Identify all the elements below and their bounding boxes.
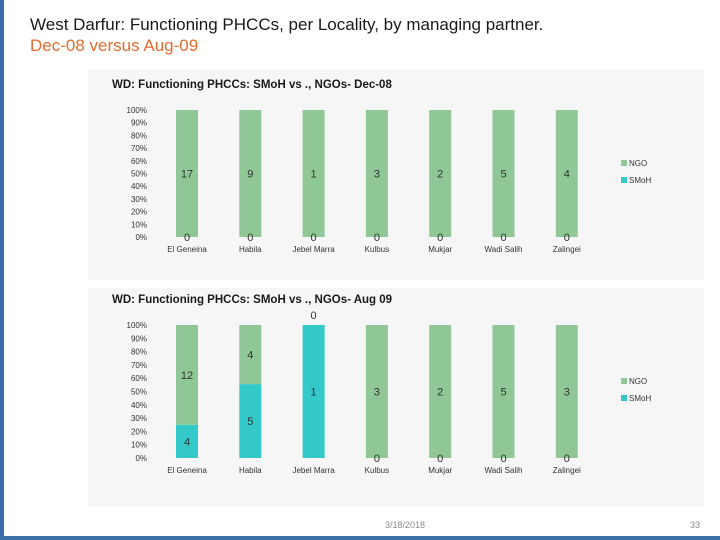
y-tick-label: 70% <box>131 144 147 153</box>
data-label-ngo: 3 <box>374 387 380 399</box>
bar-segment-smoh <box>302 325 325 458</box>
legend-swatch-smoh <box>621 395 627 401</box>
data-label-ngo: 4 <box>564 169 570 181</box>
category-label: El Geneina <box>167 245 207 254</box>
footer-date: 3/18/2018 <box>385 520 426 530</box>
y-tick-label: 0% <box>135 454 147 463</box>
y-tick-label: 90% <box>131 334 147 343</box>
y-tick-label: 40% <box>131 182 147 191</box>
data-label-ngo: 5 <box>500 169 506 181</box>
bar-segment-ngo <box>239 110 262 237</box>
y-tick-label: 100% <box>127 106 147 115</box>
data-label-smoh: 0 <box>564 453 570 465</box>
data-label-ngo: 12 <box>181 370 193 382</box>
bar-segment-ngo <box>176 325 198 425</box>
legend-label-ngo: NGO <box>629 159 647 168</box>
bar-segment-ngo <box>429 110 452 237</box>
y-tick-label: 80% <box>131 348 147 357</box>
category-label: Wadi Salih <box>485 466 523 475</box>
legend-label-smoh: SMoH <box>629 394 651 403</box>
data-label-ngo: 2 <box>437 387 443 399</box>
y-tick-label: 90% <box>131 119 147 128</box>
y-tick-label: 20% <box>131 427 147 436</box>
category-label: Jebel Marra <box>292 245 335 254</box>
category-label: Kulbus <box>365 466 389 475</box>
bar-segment-smoh <box>239 384 262 458</box>
data-label-ngo: 4 <box>247 350 253 362</box>
y-tick-label: 20% <box>131 208 147 217</box>
y-tick-label: 10% <box>131 441 147 450</box>
y-tick-label: 60% <box>131 374 147 383</box>
bar-segment-ngo <box>302 110 325 237</box>
data-label-ngo: 0 <box>311 310 317 322</box>
bar-segment-ngo <box>365 110 388 237</box>
y-tick-label: 10% <box>131 220 147 229</box>
data-label-ngo: 2 <box>437 169 443 181</box>
page-number: 33 <box>690 520 701 530</box>
bar-segment-ngo <box>492 325 515 458</box>
legend-swatch-ngo <box>621 160 627 166</box>
y-tick-label: 60% <box>131 157 147 166</box>
category-label: Habila <box>239 466 262 475</box>
y-tick-label: 40% <box>131 401 147 410</box>
bar-segment-ngo <box>239 325 262 385</box>
slide-title: West Darfur: Functioning PHCCs, per Loca… <box>30 15 544 34</box>
chart-title-aug09: WD: Functioning PHCCs: SMoH vs ., NGOs- … <box>112 294 393 306</box>
data-label-smoh: 5 <box>247 416 253 428</box>
category-label: Mukjar <box>428 245 452 254</box>
data-label-smoh: 0 <box>437 232 443 244</box>
bar-segment-ngo <box>555 110 578 237</box>
slide-border-left <box>0 0 4 540</box>
data-label-smoh: 0 <box>374 453 380 465</box>
data-label-smoh: 1 <box>311 387 317 399</box>
y-tick-label: 50% <box>131 388 147 397</box>
data-label-smoh: 0 <box>311 232 317 244</box>
data-label-smoh: 0 <box>564 232 570 244</box>
data-label-smoh: 0 <box>500 232 506 244</box>
category-label: Habila <box>239 245 262 254</box>
y-tick-label: 50% <box>131 170 147 179</box>
bar-segment-ngo <box>176 110 198 237</box>
legend-label-smoh: SMoH <box>629 176 651 185</box>
bar-segment-ngo <box>555 325 578 458</box>
data-label-ngo: 3 <box>374 169 380 181</box>
y-tick-label: 30% <box>131 195 147 204</box>
data-label-ngo: 3 <box>564 387 570 399</box>
y-tick-label: 70% <box>131 361 147 370</box>
data-label-ngo: 5 <box>500 387 506 399</box>
data-label-smoh: 0 <box>247 232 253 244</box>
category-label: El Geneina <box>167 466 207 475</box>
bar-segment-ngo <box>365 325 388 458</box>
data-label-ngo: 9 <box>247 169 253 181</box>
y-tick-label: 80% <box>131 131 147 140</box>
slide-border-bottom <box>0 536 720 540</box>
y-tick-label: 30% <box>131 414 147 423</box>
data-label-smoh: 0 <box>437 453 443 465</box>
category-label: Wadi Salih <box>485 245 523 254</box>
y-tick-label: 100% <box>127 321 147 330</box>
category-label: Zalingei <box>553 245 581 254</box>
bar-segment-smoh <box>176 424 198 458</box>
data-label-smoh: 0 <box>184 232 190 244</box>
legend-label-ngo: NGO <box>629 377 647 386</box>
bar-segment-ngo <box>492 110 515 237</box>
data-label-smoh: 0 <box>374 232 380 244</box>
category-label: Kulbus <box>365 245 389 254</box>
chart-title-dec08: WD: Functioning PHCCs: SMoH vs ., NGOs- … <box>112 79 392 91</box>
data-label-ngo: 17 <box>181 169 193 181</box>
legend-swatch-ngo <box>621 378 627 384</box>
y-tick-label: 0% <box>135 233 147 242</box>
data-label-smoh: 0 <box>500 453 506 465</box>
legend-swatch-smoh <box>621 177 627 183</box>
category-label: Jebel Marra <box>292 466 335 475</box>
category-label: Mukjar <box>428 466 452 475</box>
data-label-smoh: 4 <box>184 436 190 448</box>
bar-segment-ngo <box>429 325 452 458</box>
category-label: Zalingei <box>553 466 581 475</box>
slide-subtitle: Dec-08 versus Aug-09 <box>30 36 199 55</box>
data-label-ngo: 1 <box>311 169 317 181</box>
